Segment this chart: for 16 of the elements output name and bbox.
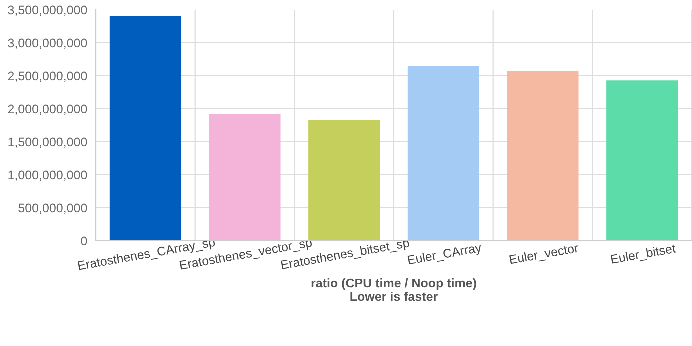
y-tick-label: 500,000,000 [18,204,88,214]
x-tick-label: Euler_vector [509,243,580,267]
y-tick-label: 2,000,000,000 [8,104,88,116]
bar [606,80,678,241]
bar [110,16,182,241]
x-tick-label: Euler_bitset [610,244,677,266]
bar [209,114,281,241]
y-tick-label: 3,000,000,000 [8,38,88,50]
x-axis-title: ratio (CPU time / Noop time) Lower is faster [312,278,476,302]
bar [408,66,480,241]
bar [507,71,579,241]
y-tick-label: 1,500,000,000 [8,138,88,148]
y-tick-label: 3,500,000,000 [8,6,88,16]
y-tick-label: 2,500,000,000 [8,72,88,82]
bar [308,120,380,241]
y-tick-label: 1,000,000,000 [8,170,88,182]
